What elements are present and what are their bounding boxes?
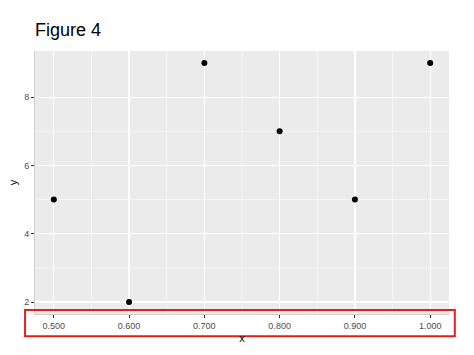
svg-text:8: 8 [24, 92, 29, 102]
svg-text:2: 2 [24, 297, 29, 307]
svg-text:y: y [7, 179, 19, 185]
svg-text:0.700: 0.700 [193, 321, 216, 331]
svg-text:0.600: 0.600 [118, 321, 141, 331]
svg-text:6: 6 [24, 161, 29, 171]
svg-text:4: 4 [24, 229, 29, 239]
svg-text:1.000: 1.000 [419, 321, 442, 331]
svg-text:x: x [239, 332, 245, 344]
svg-text:0.900: 0.900 [344, 321, 367, 331]
svg-text:Figure 4: Figure 4 [35, 20, 101, 40]
svg-text:0.500: 0.500 [43, 321, 66, 331]
svg-text:0.800: 0.800 [268, 321, 291, 331]
